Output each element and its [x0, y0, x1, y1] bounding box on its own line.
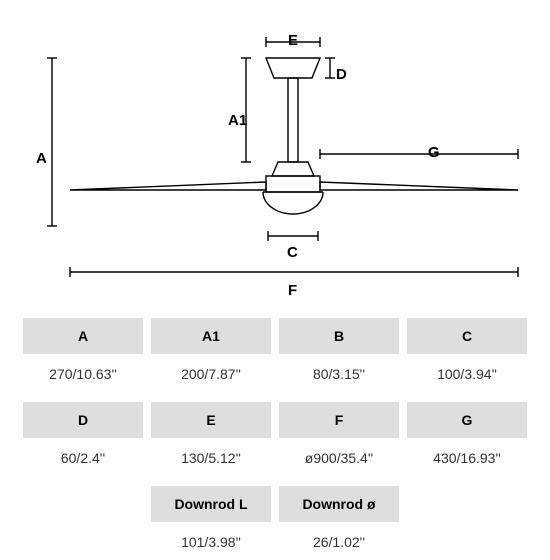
- dimensions-table: A A1 B C 270/10.63'' 200/7.87'' 80/3.15'…: [20, 318, 530, 560]
- dim-label-E: E: [288, 32, 298, 49]
- table-value: 101/3.98'': [151, 524, 271, 560]
- table-value: 130/5.12'': [151, 440, 271, 476]
- fan-dimension-diagram: A A1 E D G C F: [20, 20, 530, 290]
- dim-label-D: D: [336, 66, 347, 83]
- table-header: E: [151, 402, 271, 438]
- table-value: 270/10.63'': [23, 356, 143, 392]
- table-value: 26/1.02'': [279, 524, 399, 560]
- dim-label-A1: A1: [228, 112, 247, 129]
- dim-label-G: G: [428, 144, 440, 161]
- table-value: 100/3.94'': [407, 356, 527, 392]
- dim-label-A: A: [36, 150, 47, 167]
- dim-label-C: C: [287, 244, 298, 261]
- table-value: 60/2.4'': [23, 440, 143, 476]
- table-header: F: [279, 402, 399, 438]
- table-header: B: [279, 318, 399, 354]
- table-header: G: [407, 402, 527, 438]
- table-header: Downrod L: [151, 486, 271, 522]
- table-header: A1: [151, 318, 271, 354]
- table-header: C: [407, 318, 527, 354]
- table-value: 80/3.15'': [279, 356, 399, 392]
- table-value: ø900/35.4'': [279, 440, 399, 476]
- table-header: Downrod ø: [279, 486, 399, 522]
- dim-label-F: F: [288, 282, 297, 299]
- table-value: 200/7.87'': [151, 356, 271, 392]
- table-header: D: [23, 402, 143, 438]
- table-header: A: [23, 318, 143, 354]
- table-value: 430/16.93'': [407, 440, 527, 476]
